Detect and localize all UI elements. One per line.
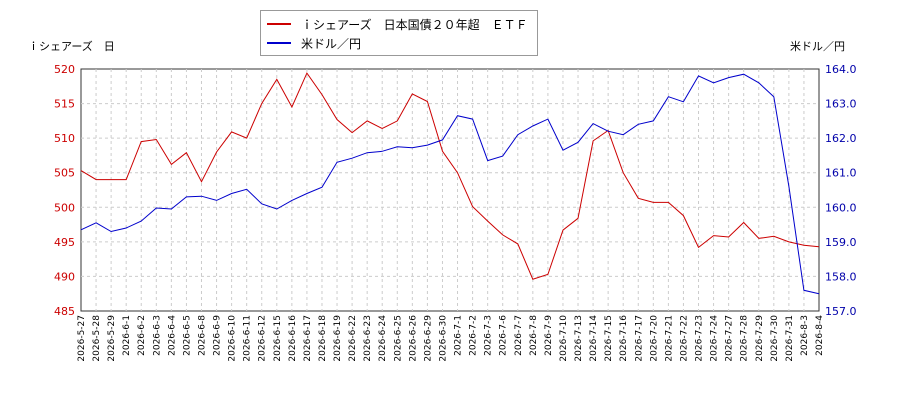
x-tick-label: 2026-8-3: [800, 315, 810, 356]
x-tick-label: 2026-7-6: [499, 315, 509, 356]
legend-swatch-blue: [267, 42, 291, 44]
x-tick-label: 2026-7-17: [634, 315, 644, 362]
x-tick-label: 2026-7-31: [785, 315, 795, 362]
legend: ｉシェアーズ 日本国債２０年超 ＥＴＦ 米ドル／円: [260, 10, 538, 56]
left-tick-label: 495: [54, 236, 75, 249]
left-tick-label: 490: [54, 270, 75, 283]
series-line-1: [80, 73, 820, 295]
legend-entry-0: ｉシェアーズ 日本国債２０年超 ＥＴＦ: [267, 15, 528, 33]
x-tick-label: 2026-7-22: [679, 315, 689, 362]
x-tick-label: 2026-7-30: [770, 315, 780, 362]
x-tick-label: 2026-7-21: [664, 315, 674, 362]
x-tick-label: 2026-7-20: [649, 315, 659, 362]
left-tick-label: 515: [54, 98, 75, 111]
grid: [81, 69, 819, 311]
left-tick-label: 505: [54, 167, 75, 180]
x-tick-label: 2026-7-27: [725, 315, 735, 362]
right-tick-label: 157.0: [825, 305, 857, 318]
left-axis-ticks: 485 490 495 500 505 510 515 520: [54, 63, 75, 318]
right-tick-label: 160.0: [825, 201, 857, 214]
x-tick-label: 2026-6-26: [408, 315, 418, 362]
x-tick-label: 2026-7-28: [740, 315, 750, 362]
x-tick-label: 2026-6-17: [303, 315, 313, 362]
x-tick-label: 2026-6-9: [213, 315, 223, 356]
x-tick-label: 2026-7-15: [604, 315, 614, 362]
x-tick-label: 2026-7-8: [529, 315, 539, 356]
x-tick-label: 2026-6-22: [348, 315, 358, 362]
x-tick-label: 2026-6-23: [363, 315, 373, 362]
right-tick-label: 159.0: [825, 236, 857, 249]
x-tick-label: 2026-6-29: [423, 315, 433, 362]
x-tick-label: 2026-5-28: [92, 315, 102, 362]
x-tick-label: 2026-6-25: [393, 315, 403, 362]
x-tick-label: 2026-6-30: [438, 315, 448, 362]
right-tick-label: 162.0: [825, 132, 857, 145]
x-tick-label: 2026-6-15: [273, 315, 283, 362]
x-tick-label: 2026-6-10: [228, 315, 238, 362]
x-tick-label: 2026-6-2: [137, 315, 147, 356]
x-tick-label: 2026-7-24: [710, 315, 720, 362]
plot-area: [80, 68, 820, 312]
x-tick-label: 2026-7-7: [514, 315, 524, 356]
left-tick-label: 510: [54, 132, 75, 145]
x-tick-label: 2026-7-1: [454, 315, 464, 356]
x-tick-label: 2026-7-2: [469, 315, 479, 356]
legend-label-0: ｉシェアーズ 日本国債２０年超 ＥＴＦ: [301, 17, 528, 32]
left-tick-label: 485: [54, 305, 75, 318]
x-tick-label: 2026-6-16: [288, 315, 298, 362]
x-tick-label: 2026-6-1: [122, 315, 132, 356]
x-tick-label: 2026-7-10: [559, 315, 569, 362]
x-tick-label: 2026-5-27: [77, 315, 87, 362]
series-lines: [80, 72, 820, 295]
x-tick-label: 2026-6-11: [243, 315, 253, 362]
x-tick-label: 2026-6-18: [318, 315, 328, 362]
legend-swatch-red: [267, 23, 291, 25]
right-axis-title: 米ドル／円: [790, 40, 845, 53]
left-tick-label: 520: [54, 63, 75, 76]
x-tick-label: 2026-6-12: [258, 315, 268, 362]
x-tick-label: 2026-6-4: [167, 315, 177, 356]
legend-label-1: 米ドル／円: [301, 36, 362, 51]
x-tick-label: 2026-7-13: [574, 315, 584, 362]
legend-entry-1: 米ドル／円: [267, 34, 361, 52]
left-tick-label: 500: [54, 201, 75, 214]
right-tick-label: 161.0: [825, 167, 857, 180]
x-tick-label: 2026-6-8: [197, 315, 207, 356]
x-tick-label: 2026-6-19: [333, 315, 343, 362]
x-tick-label: 2026-7-3: [484, 315, 494, 356]
left-axis-title: ｉシェアーズ 日: [28, 40, 115, 53]
x-tick-label: 2026-7-16: [619, 315, 629, 362]
x-tick-label: 2026-7-14: [589, 315, 599, 362]
x-axis-ticks: 2026-5-27 2026-5-28 2026-5-29 2026-6-1 2026-…: [77, 315, 825, 362]
x-tick-label: 2026-5-29: [107, 315, 117, 362]
x-tick-label: 2026-7-9: [544, 315, 554, 356]
x-tick-label: 2026-6-3: [152, 315, 162, 356]
right-tick-label: 164.0: [825, 63, 857, 76]
x-tick-label: 2026-7-23: [695, 315, 705, 362]
x-tick-label: 2026-7-29: [755, 315, 765, 362]
x-tick-label: 2026-6-5: [182, 315, 192, 356]
series-line-0: [80, 72, 820, 280]
right-tick-label: 158.0: [825, 270, 857, 283]
right-tick-label: 163.0: [825, 98, 857, 111]
x-tick-label: 2026-6-24: [378, 315, 388, 362]
right-axis-ticks: 157.0 158.0 159.0 160.0 161.0 162.0 163.0 164.0: [825, 63, 857, 318]
x-tick-label: 2026-8-4: [815, 315, 825, 356]
